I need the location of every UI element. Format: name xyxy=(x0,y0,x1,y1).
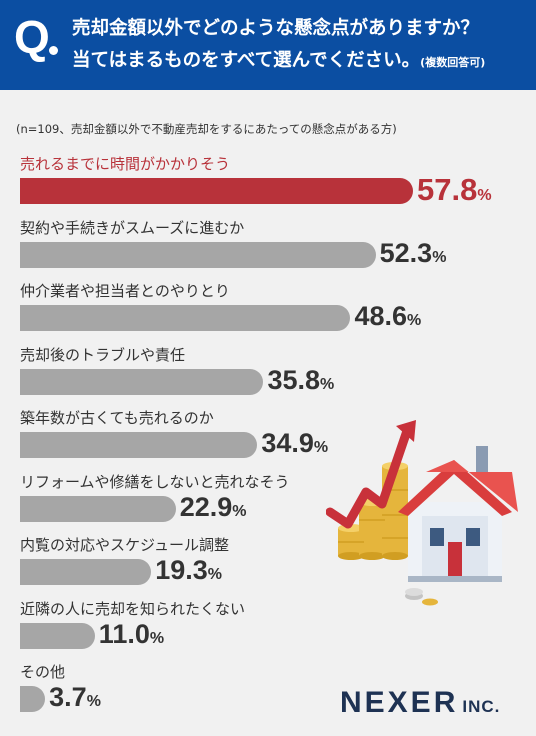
bar xyxy=(20,368,264,395)
value-percent-sign: % xyxy=(320,375,335,393)
value-percent-sign: % xyxy=(477,187,492,204)
value-number: 52.3 xyxy=(379,237,433,268)
category-label: 売れるまでに時間がかかりそう xyxy=(20,155,231,173)
question-dot xyxy=(49,46,58,55)
question-line-2-text: 当てはまるものをすべて選んでください。 xyxy=(72,50,421,71)
value-label: 52.3% xyxy=(379,237,447,268)
value-label: 19.3% xyxy=(155,557,222,584)
value-label: 48.6% xyxy=(354,303,421,330)
value-percent-sign: % xyxy=(313,439,329,456)
value-percent-sign: % xyxy=(232,502,247,520)
bar xyxy=(20,241,376,268)
value-percent-sign: % xyxy=(432,248,447,266)
loose-coins-icon xyxy=(405,588,438,606)
bar xyxy=(20,559,152,585)
category-label: 売却後のトラブルや責任 xyxy=(20,345,186,364)
house-money-illustration xyxy=(326,420,518,606)
rising-arrow-icon xyxy=(326,420,416,529)
value-number: 22.9 xyxy=(179,491,233,522)
question-header: Q 売却金額以外でどのような懸念点がありますか？ 当てはまるものをすべて選んでく… xyxy=(0,0,536,90)
value-number: 48.6 xyxy=(354,301,408,331)
value-label: 22.9% xyxy=(179,491,247,522)
category-label: 内覧の対応やスケジュール調整 xyxy=(20,536,229,554)
question-line-2: 当てはまるものをすべて選んでください。(複数回答可) xyxy=(72,46,485,72)
value-percent-sign: % xyxy=(207,566,223,583)
value-number: 19.3 xyxy=(155,555,208,585)
question-mark-letter: Q xyxy=(14,11,50,63)
bar xyxy=(20,495,176,522)
category-label: 仲介業者や担当者とのやりとり xyxy=(20,282,230,300)
bar xyxy=(20,178,414,204)
category-label: その他 xyxy=(20,663,66,681)
value-label: 3.7% xyxy=(49,684,101,711)
house-icon xyxy=(398,446,518,582)
bar xyxy=(20,622,95,649)
logo-main-text: NEXER xyxy=(340,686,459,719)
value-percent-sign: % xyxy=(86,693,101,710)
category-label: リフォームや修繕をしないと売れなそう xyxy=(20,472,290,491)
bar xyxy=(20,305,351,331)
logo-sub-text: INC. xyxy=(462,697,501,716)
value-number: 34.9 xyxy=(261,428,314,458)
value-percent-sign: % xyxy=(407,312,422,329)
value-label: 57.8% xyxy=(417,174,492,205)
value-label: 11.0% xyxy=(98,618,165,649)
value-percent-sign: % xyxy=(149,629,165,647)
coin-stack-icon xyxy=(338,462,408,560)
value-number: 57.8 xyxy=(417,172,478,207)
bar xyxy=(20,686,46,712)
chart-subtitle: (n=109、売却金額以外で不動産売却をするにあたっての懸念点がある方) xyxy=(16,122,397,136)
value-label: 34.9% xyxy=(261,430,328,457)
value-number: 35.8 xyxy=(267,364,320,395)
category-label: 近隣の人に売却を知られたくない xyxy=(20,599,246,618)
question-note: (複数回答可) xyxy=(420,56,486,69)
value-number: 11.0 xyxy=(98,618,150,649)
category-label: 築年数が古くても売れるのか xyxy=(20,409,214,427)
company-logo: NEXER INC. xyxy=(340,686,500,720)
value-number: 3.7 xyxy=(49,682,87,712)
bar xyxy=(20,432,258,458)
value-label: 35.8% xyxy=(267,364,335,395)
question-line-1: 売却金額以外でどのような懸念点がありますか？ xyxy=(72,18,480,39)
category-label: 契約や手続きがスムーズに進むか xyxy=(20,218,245,237)
